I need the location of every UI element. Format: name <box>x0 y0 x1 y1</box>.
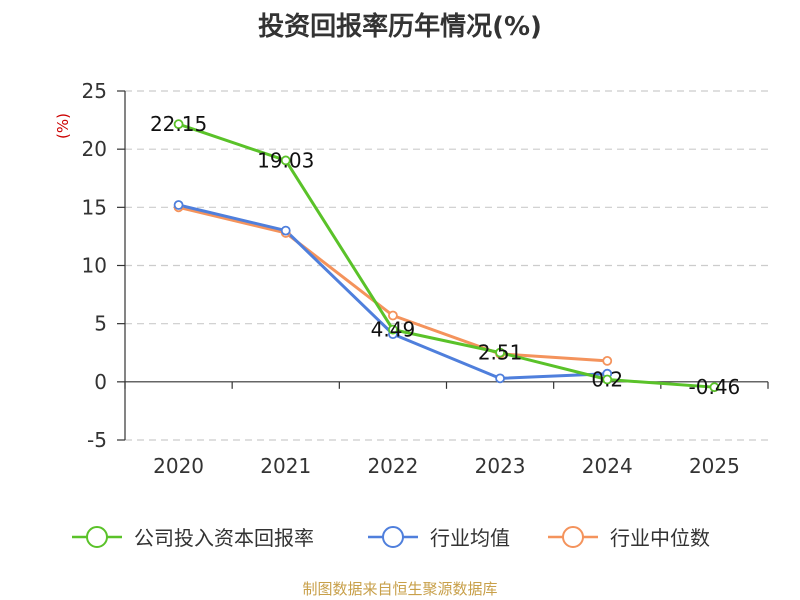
x-tick-label: 2023 <box>475 454 526 478</box>
data-point <box>173 200 184 210</box>
y-tick-label: 10 <box>82 254 107 278</box>
data-point <box>495 373 505 384</box>
y-tick-label: -5 <box>87 428 107 452</box>
legend-marker <box>86 526 108 548</box>
y-tick-label: 25 <box>82 79 107 103</box>
data-point <box>173 119 184 130</box>
y-axis-unit-label: (%) <box>54 113 72 139</box>
legend-label: 公司投入资本回报率 <box>134 526 314 550</box>
y-tick-label: 15 <box>82 195 107 219</box>
x-tick-label: 2021 <box>260 454 311 478</box>
data-point <box>709 382 720 393</box>
chart-title: 投资回报率历年情况(%) <box>258 12 542 42</box>
data-point <box>280 225 291 236</box>
x-tick-label: 2022 <box>367 454 418 478</box>
data-label: 4.49 <box>371 318 416 342</box>
y-tick-label: 20 <box>82 137 107 161</box>
series-line <box>178 203 608 380</box>
x-tick-label: 2025 <box>689 454 740 478</box>
data-point <box>495 347 505 358</box>
data-label: 2.51 <box>478 341 523 365</box>
legend-marker <box>382 526 404 548</box>
data-point <box>388 324 398 335</box>
data-point <box>388 310 398 321</box>
data-point <box>602 355 613 366</box>
legend-marker <box>562 526 584 548</box>
data-label: 19.03 <box>257 148 314 172</box>
y-tick-label: 0 <box>94 370 107 394</box>
data-label: 0.2 <box>591 368 623 392</box>
data-point <box>602 374 613 385</box>
series-line <box>178 122 715 389</box>
data-point <box>280 155 291 166</box>
legend-label: 行业均值 <box>430 526 510 550</box>
data-label: 22.15 <box>150 112 207 136</box>
x-tick-label: 2020 <box>153 454 204 478</box>
data-label: -0.46 <box>689 375 741 399</box>
source-note: 制图数据来自恒生聚源数据库 <box>302 580 498 598</box>
y-tick-label: 5 <box>94 312 107 336</box>
x-tick-label: 2024 <box>582 454 633 478</box>
legend-label: 行业中位数 <box>610 526 710 550</box>
